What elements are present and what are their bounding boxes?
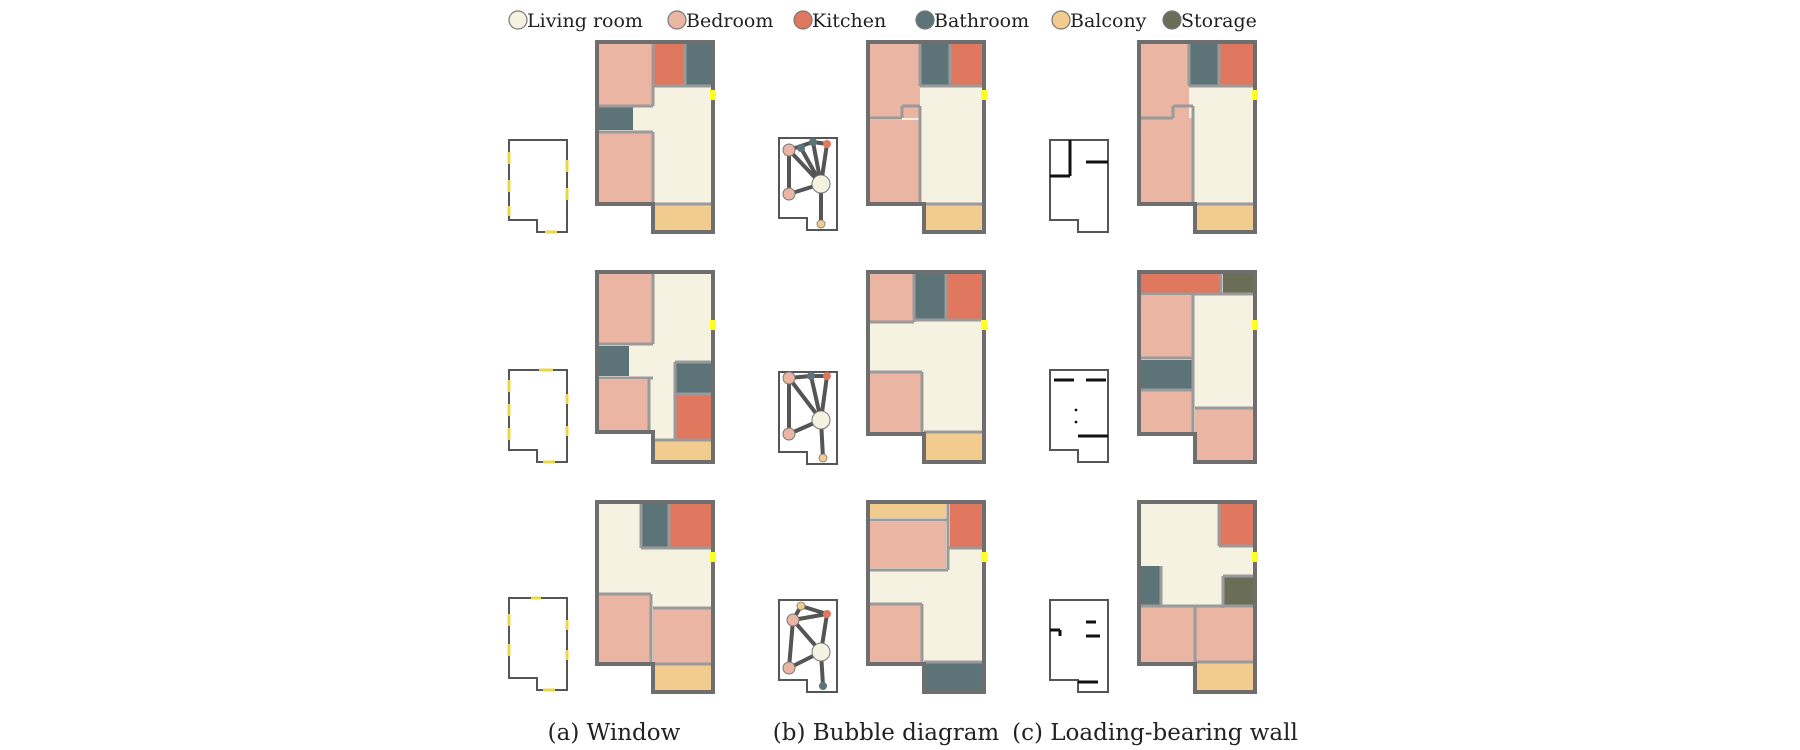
legend-label: Balcony <box>1070 10 1147 32</box>
legend-item-bathroom: Bathroom <box>915 10 1029 32</box>
bubble-plan-row3 <box>866 500 987 694</box>
legend-label: Kitchen <box>812 10 886 32</box>
caption-bubble-diagram: (b) Bubble diagram <box>773 720 1000 746</box>
storage-swatch-icon <box>1162 10 1182 30</box>
legend-label: Bathroom <box>934 10 1029 32</box>
balcony-swatch-icon <box>1051 10 1071 30</box>
wall-plan-row3 <box>1137 500 1258 694</box>
bedroom-swatch-icon <box>667 10 687 30</box>
bubble-plan-row2 <box>866 270 987 464</box>
wall-plan-row2 <box>1137 270 1258 464</box>
wall-input-row3 <box>1049 599 1109 693</box>
bathroom-swatch-icon <box>915 10 935 30</box>
window-input-row3 <box>507 596 569 692</box>
legend-item-storage: Storage <box>1162 10 1257 32</box>
kitchen-swatch-icon <box>793 10 813 30</box>
window-plan-row2 <box>595 270 716 464</box>
legend-item-bedroom: Bedroom <box>667 10 773 32</box>
legend: Living room Bedroom Kitchen Bathroom Bal… <box>508 10 1257 32</box>
legend-label: Bedroom <box>686 10 773 32</box>
bubble-plan-row1 <box>866 40 987 234</box>
window-plan-row1 <box>595 40 716 234</box>
living-room-swatch-icon <box>508 10 528 30</box>
wall-input-row2 <box>1049 369 1109 463</box>
legend-label: Living room <box>527 10 643 32</box>
wall-plan-row1 <box>1137 40 1258 234</box>
window-input-row1 <box>507 139 569 234</box>
bubble-input-row1 <box>778 137 838 231</box>
legend-item-living-room: Living room <box>508 10 643 32</box>
bubble-input-row2 <box>778 371 838 465</box>
wall-input-row1 <box>1049 139 1109 233</box>
legend-item-balcony: Balcony <box>1051 10 1147 32</box>
window-plan-row3 <box>595 500 716 694</box>
caption-load-bearing-wall: (c) Loading-bearing wall <box>1012 720 1298 746</box>
window-input-row2 <box>507 368 569 464</box>
legend-item-kitchen: Kitchen <box>793 10 886 32</box>
caption-window: (a) Window <box>548 720 681 746</box>
bubble-input-row3 <box>778 599 838 693</box>
legend-label: Storage <box>1181 10 1257 32</box>
